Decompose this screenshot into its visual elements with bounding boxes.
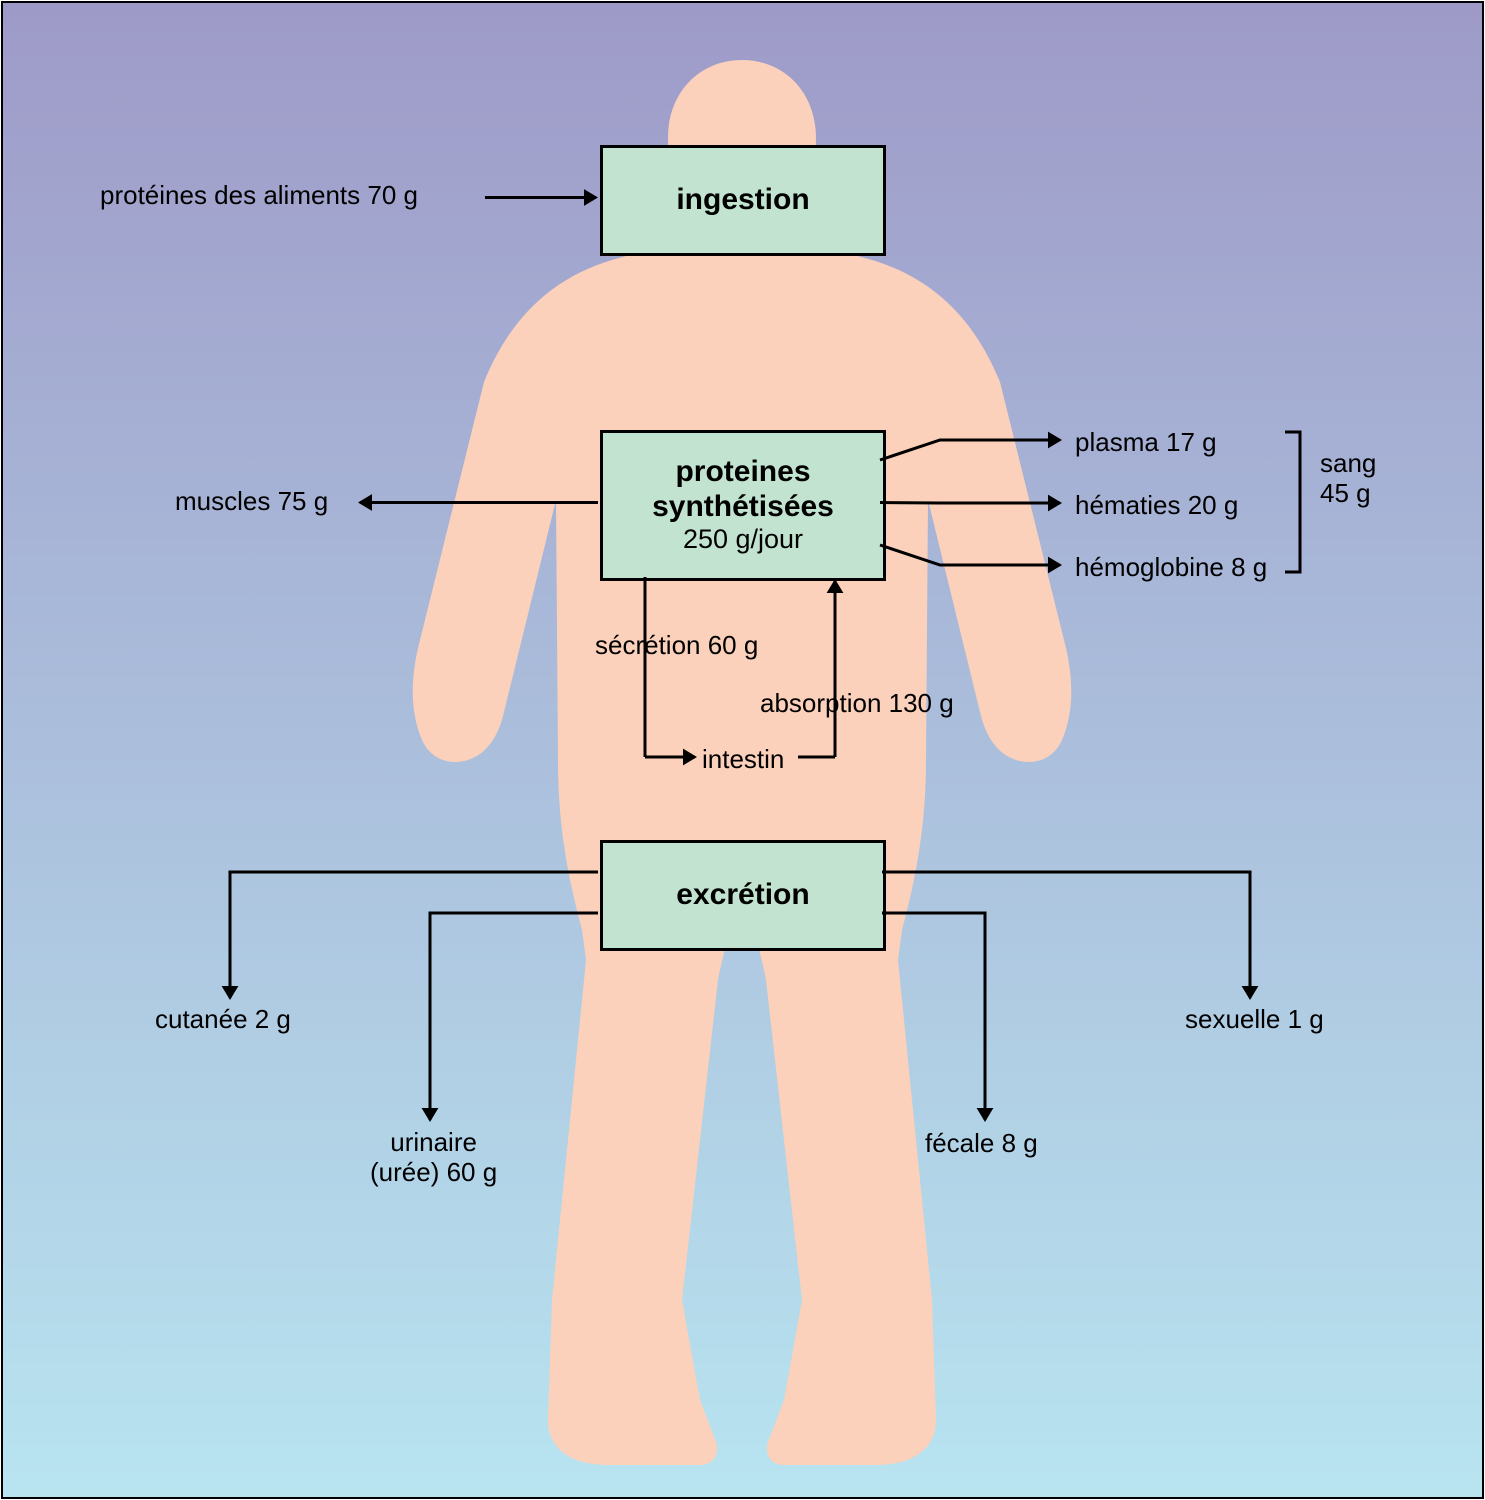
diagram-stage: ingestion proteinessynthétisées 250 g/jo…	[0, 0, 1485, 1500]
arrows-overlay	[0, 0, 1485, 1500]
